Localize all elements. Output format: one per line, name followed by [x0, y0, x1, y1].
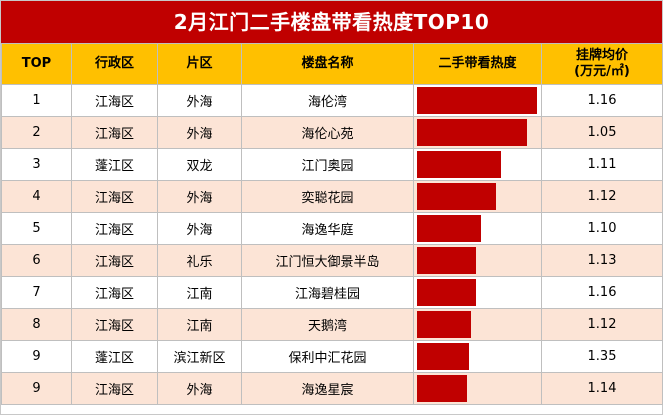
name-cell: 天鹅湾	[241, 308, 414, 341]
heat-bar	[417, 247, 476, 274]
rank-cell: 9	[1, 340, 72, 373]
rank-cell: 7	[1, 276, 72, 309]
rank-cell: 5	[1, 212, 72, 245]
area-cell: 滨江新区	[157, 340, 242, 373]
area-cell: 外海	[157, 212, 242, 245]
area-cell: 外海	[157, 84, 242, 117]
price-cell: 1.35	[541, 340, 663, 373]
name-cell: 海伦湾	[241, 84, 414, 117]
area-cell: 外海	[157, 372, 242, 405]
price-cell: 1.14	[541, 372, 663, 405]
heat-bar	[417, 279, 476, 306]
area-cell: 江南	[157, 276, 242, 309]
heat-bar	[417, 183, 496, 210]
ranking-table: TOP 行政区 片区 楼盘名称 二手带看热度 挂牌均价 (万元/㎡) 1 江海区外…	[1, 43, 663, 405]
name-cell: 海逸星宸	[241, 372, 414, 405]
area-cell: 礼乐	[157, 244, 242, 277]
name-cell: 江门奥园	[241, 148, 414, 181]
price-cell: 1.10	[541, 212, 663, 245]
heat-cell	[413, 84, 542, 117]
heat-bar	[417, 343, 469, 370]
heat-bar	[417, 119, 527, 146]
area-cell: 江南	[157, 308, 242, 341]
table-row: 2 江海区 外海 海伦心苑 1.05	[1, 116, 663, 149]
name-cell: 海伦心苑	[241, 116, 414, 149]
heat-cell	[413, 244, 542, 277]
name-cell: 奕聪花园	[241, 180, 414, 213]
heat-bar	[417, 87, 537, 114]
table-row: 8 江海区 江南 天鹅湾 1.12	[1, 308, 663, 341]
rank-cell: 9	[1, 372, 72, 405]
table-body: 1 江海区 外海 海伦湾 1.16 2 江海区 外海 海伦心苑 1.05 3 蓬江区 双龙 江门奥园 1.1…	[1, 84, 663, 405]
table-row: 7 江海区 江南 江海碧桂园 1.16	[1, 276, 663, 309]
table-row: 4 江海区 外海 奕聪花园 1.12	[1, 180, 663, 213]
name-cell: 江门恒大御景半岛	[241, 244, 414, 277]
district-cell: 江海区	[71, 116, 158, 149]
name-cell: 保利中汇花园	[241, 340, 414, 373]
district-cell: 蓬江区	[71, 148, 158, 181]
rank-cell: 8	[1, 308, 72, 341]
price-cell: 1.05	[541, 116, 663, 149]
heat-cell	[413, 340, 542, 373]
table-row: 9 蓬江区 滨江新区 保利中汇花园 1.35	[1, 340, 663, 373]
heat-cell	[413, 116, 542, 149]
district-cell: 江海区	[71, 308, 158, 341]
header-name: 楼盘名称	[241, 43, 414, 85]
heat-cell	[413, 212, 542, 245]
header-area: 片区	[157, 43, 242, 85]
heat-cell	[413, 180, 542, 213]
heat-cell	[413, 372, 542, 405]
rank-cell: 6	[1, 244, 72, 277]
area-cell: 外海	[157, 180, 242, 213]
district-cell: 江海区	[71, 276, 158, 309]
rank-cell: 4	[1, 180, 72, 213]
header-price: 挂牌均价 (万元/㎡)	[541, 43, 663, 85]
rank-cell: 2	[1, 116, 72, 149]
name-cell: 海逸华庭	[241, 212, 414, 245]
district-cell: 江海区	[71, 180, 158, 213]
district-cell: 江海区	[71, 372, 158, 405]
price-cell: 1.12	[541, 180, 663, 213]
rank-cell: 3	[1, 148, 72, 181]
table-row: 3 蓬江区 双龙 江门奥园 1.11	[1, 148, 663, 181]
district-cell: 蓬江区	[71, 340, 158, 373]
table-row: 5 江海区 外海 海逸华庭 1.10	[1, 212, 663, 245]
district-cell: 江海区	[71, 212, 158, 245]
price-cell: 1.16	[541, 84, 663, 117]
header-row: TOP 行政区 片区 楼盘名称 二手带看热度 挂牌均价 (万元/㎡)	[1, 43, 663, 85]
header-price-line2: (万元/㎡)	[574, 64, 630, 79]
area-cell: 外海	[157, 116, 242, 149]
header-heat: 二手带看热度	[413, 43, 542, 85]
price-cell: 1.16	[541, 276, 663, 309]
rank-cell: 1	[1, 84, 72, 117]
district-cell: 江海区	[71, 84, 158, 117]
price-cell: 1.11	[541, 148, 663, 181]
heat-cell	[413, 308, 542, 341]
header-district: 行政区	[71, 43, 158, 85]
area-cell: 双龙	[157, 148, 242, 181]
heat-bar	[417, 311, 471, 338]
heat-bar	[417, 215, 481, 242]
district-cell: 江海区	[71, 244, 158, 277]
table-row: 1 江海区 外海 海伦湾 1.16	[1, 84, 663, 117]
table-row: 9 江海区 外海 海逸星宸 1.14	[1, 372, 663, 405]
heat-cell	[413, 276, 542, 309]
price-cell: 1.13	[541, 244, 663, 277]
table-row: 6 江海区 礼乐 江门恒大御景半岛 1.13	[1, 244, 663, 277]
chart-title: 2月江门二手楼盘带看热度TOP10	[1, 1, 662, 43]
price-cell: 1.12	[541, 308, 663, 341]
heat-cell	[413, 148, 542, 181]
name-cell: 江海碧桂园	[241, 276, 414, 309]
heat-bar	[417, 151, 501, 178]
header-price-line1: 挂牌均价	[575, 48, 628, 63]
heat-bar	[417, 375, 467, 402]
header-rank: TOP	[1, 43, 72, 85]
